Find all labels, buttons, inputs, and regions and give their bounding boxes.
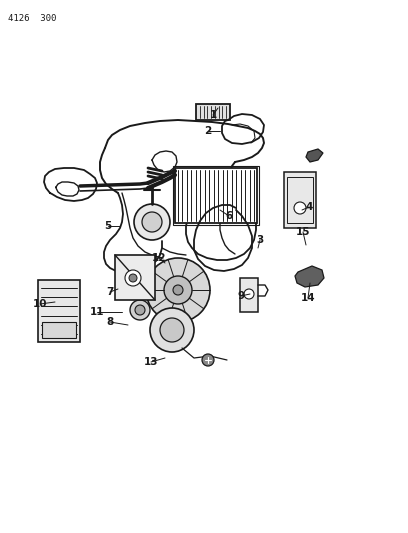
Bar <box>38 280 80 342</box>
Bar <box>175 168 257 223</box>
Text: 14: 14 <box>301 293 315 303</box>
Text: 12: 12 <box>152 253 166 263</box>
Circle shape <box>173 285 183 295</box>
Text: 9: 9 <box>237 291 244 301</box>
Polygon shape <box>196 104 230 120</box>
Circle shape <box>130 300 150 320</box>
Text: 3: 3 <box>256 235 264 245</box>
Circle shape <box>146 258 210 322</box>
Circle shape <box>150 308 194 352</box>
Text: 13: 13 <box>144 357 158 367</box>
Circle shape <box>164 276 192 304</box>
Text: 8: 8 <box>106 317 113 327</box>
Circle shape <box>160 318 184 342</box>
Text: 7: 7 <box>106 287 114 297</box>
Polygon shape <box>240 278 258 312</box>
Text: 6: 6 <box>225 211 233 221</box>
Circle shape <box>134 204 170 240</box>
Circle shape <box>135 305 145 315</box>
Circle shape <box>129 274 137 282</box>
Bar <box>173 166 259 225</box>
Text: 1: 1 <box>209 110 217 120</box>
Polygon shape <box>295 266 324 287</box>
Circle shape <box>294 202 306 214</box>
Text: 11: 11 <box>90 307 104 317</box>
Text: 4126  300: 4126 300 <box>8 14 56 23</box>
Text: 10: 10 <box>33 299 47 309</box>
Text: 15: 15 <box>296 227 310 237</box>
Bar <box>284 172 316 228</box>
Text: 4: 4 <box>305 202 313 212</box>
Bar <box>42 322 76 338</box>
Circle shape <box>125 270 141 286</box>
Circle shape <box>142 212 162 232</box>
Circle shape <box>202 354 214 366</box>
Text: 2: 2 <box>204 126 212 136</box>
Polygon shape <box>115 255 155 300</box>
Circle shape <box>244 289 254 299</box>
Text: 5: 5 <box>104 221 112 231</box>
Bar <box>287 177 313 223</box>
Polygon shape <box>306 149 323 162</box>
